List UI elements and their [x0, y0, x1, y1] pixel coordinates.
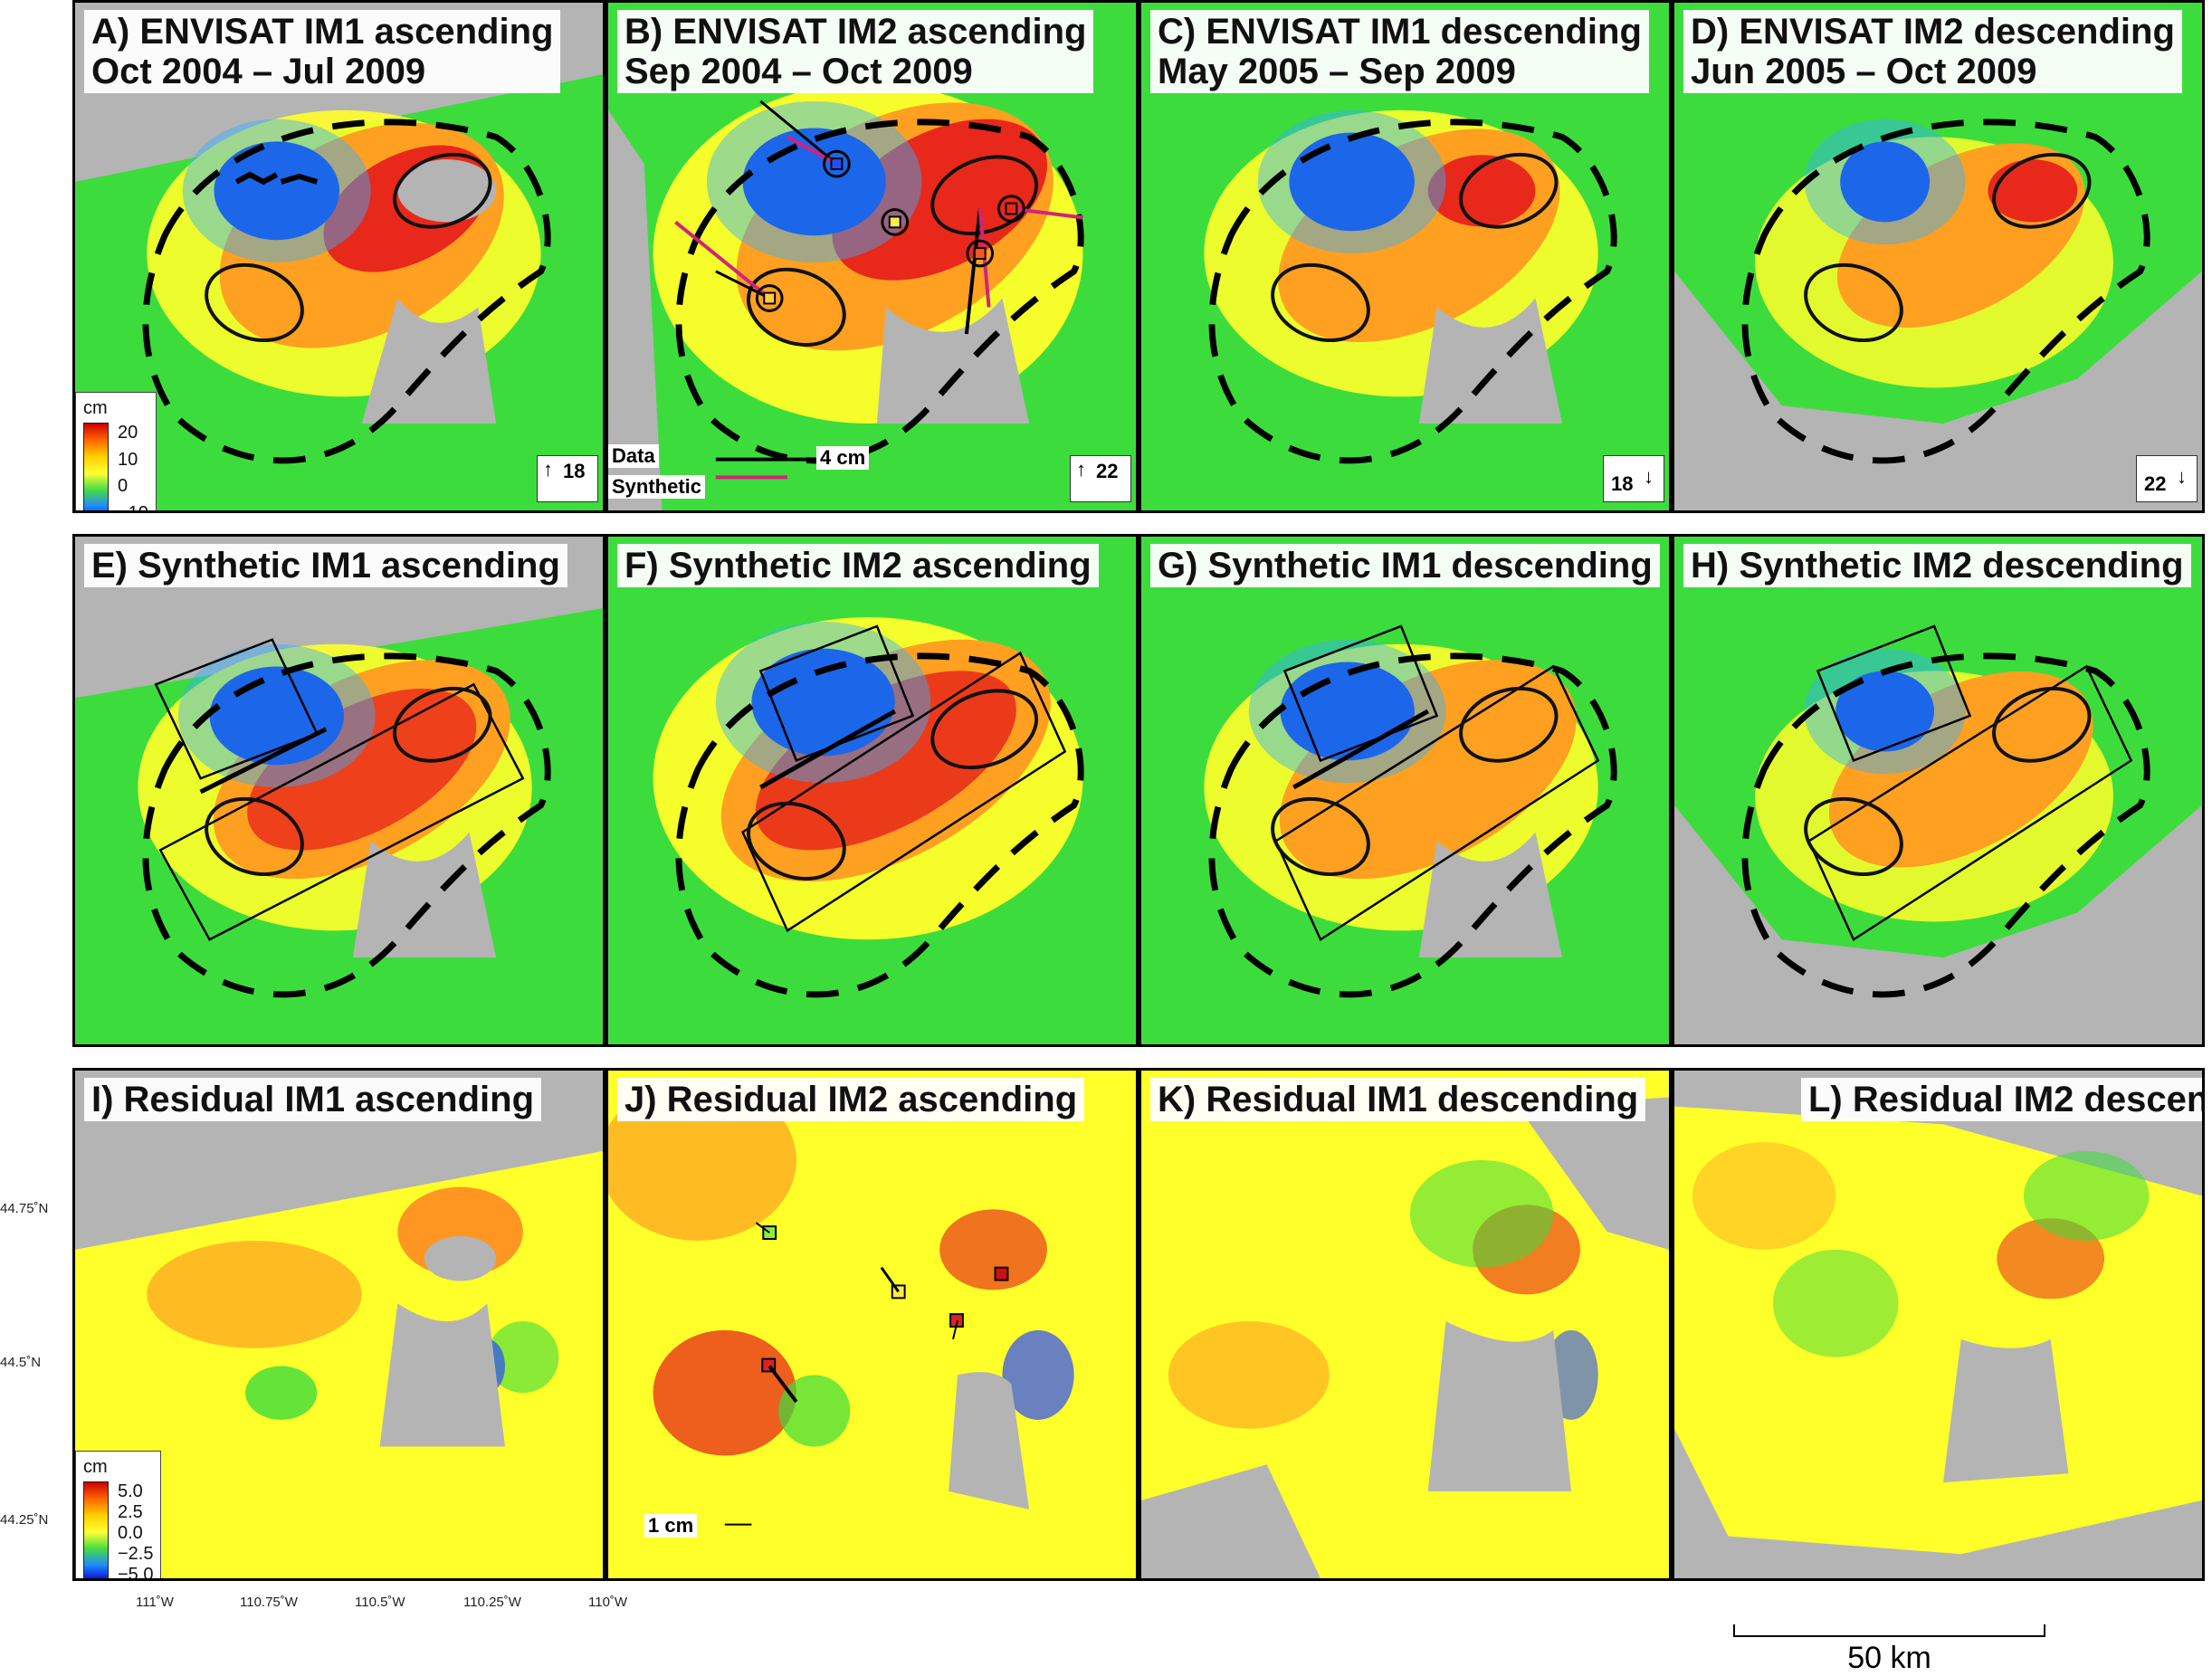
- residual-scale-label: 1 cm: [644, 1514, 698, 1538]
- gps-legend-synthetic: Synthetic: [608, 475, 706, 499]
- lon-tick-label: 110.5˚W: [355, 1595, 405, 1610]
- panel-f: F) Synthetic IM2 ascending: [605, 534, 1139, 1047]
- gps-scale-label: 4 cm: [816, 446, 870, 470]
- panel-title: L) Residual IM2 descending: [1801, 1078, 2202, 1121]
- residual-map-i: [75, 1071, 603, 1578]
- synthetic-map-g: [1141, 537, 1669, 1044]
- residual-map-j: [608, 1071, 1136, 1578]
- panel-j: J) Residual IM2 ascending 1 cm: [605, 1068, 1139, 1581]
- panel-e: E) Synthetic IM1 ascending: [72, 534, 605, 1047]
- look-direction-icon: ↑ 18: [537, 455, 598, 502]
- panel-title: K) Residual IM1 descending: [1150, 1078, 1646, 1121]
- panel-g: G) Synthetic IM1 descending: [1139, 534, 1672, 1047]
- panel-title: J) Residual IM2 ascending: [617, 1078, 1085, 1121]
- synthetic-map-h: [1674, 537, 2202, 1044]
- panel-title: A) ENVISAT IM1 ascending Oct 2004 – Jul 2…: [84, 10, 561, 93]
- panel-title: H) Synthetic IM2 descending: [1683, 544, 2191, 587]
- panel-k: K) Residual IM1 descending: [1139, 1068, 1672, 1581]
- colorbar-cm: cm 20 10 0 −10: [75, 392, 157, 510]
- lat-tick-label: 44.5˚N: [0, 1355, 42, 1370]
- panel-title: E) Synthetic IM1 ascending: [84, 544, 567, 587]
- lon-tick-label: 110.25˚W: [463, 1595, 521, 1610]
- look-direction-icon: 18 ↓: [1603, 455, 1664, 502]
- panel-h: H) Synthetic IM2 descending: [1672, 534, 2205, 1047]
- panel-d: D) ENVISAT IM2 descending Jun 2005 – Oct …: [1672, 0, 2205, 513]
- panel-i: I) Residual IM1 ascending cm 5.0 2.5 0.0 −2…: [72, 1068, 605, 1581]
- residual-map-k: [1141, 1071, 1669, 1578]
- panel-title: G) Synthetic IM1 descending: [1150, 544, 1660, 587]
- look-direction-icon: 22 ↓: [2136, 455, 2198, 502]
- look-direction-icon: ↑ 22: [1070, 455, 1131, 502]
- deformation-map-d: [1674, 3, 2202, 510]
- panel-title: F) Synthetic IM2 ascending: [617, 544, 1099, 587]
- panel-l: L) Residual IM2 descending: [1672, 1068, 2205, 1581]
- residual-map-l: [1674, 1071, 2202, 1578]
- lat-tick-label: 44.75˚N: [0, 1201, 49, 1216]
- lat-tick-label: 44.25˚N: [0, 1512, 49, 1528]
- scale-bar: 50 km: [1733, 1624, 2045, 1676]
- lon-tick-label: 110˚W: [588, 1595, 628, 1610]
- panel-title: C) ENVISAT IM1 descending May 2005 – Sep …: [1150, 10, 1649, 93]
- panel-title: B) ENVISAT IM2 ascending Sep 2004 – Oct 2…: [617, 10, 1094, 93]
- synthetic-map-f: [608, 537, 1136, 1044]
- colorbar-residual-cm: cm 5.0 2.5 0.0 −2.5 −5.0: [75, 1451, 162, 1578]
- panel-title: I) Residual IM1 ascending: [84, 1078, 542, 1121]
- gps-legend-data: Data: [608, 444, 659, 468]
- panel-title: D) ENVISAT IM2 descending Jun 2005 – Oct …: [1683, 10, 2182, 93]
- panel-c: C) ENVISAT IM1 descending May 2005 – Sep …: [1139, 0, 1672, 513]
- lon-tick-label: 111˚W: [136, 1595, 174, 1610]
- synthetic-map-e: [75, 537, 603, 1044]
- panel-b: B) ENVISAT IM2 ascending Sep 2004 – Oct 2…: [605, 0, 1139, 513]
- lon-tick-label: 110.75˚W: [240, 1595, 298, 1610]
- panel-a: A) ENVISAT IM1 ascending Oct 2004 – Jul 2…: [72, 0, 605, 513]
